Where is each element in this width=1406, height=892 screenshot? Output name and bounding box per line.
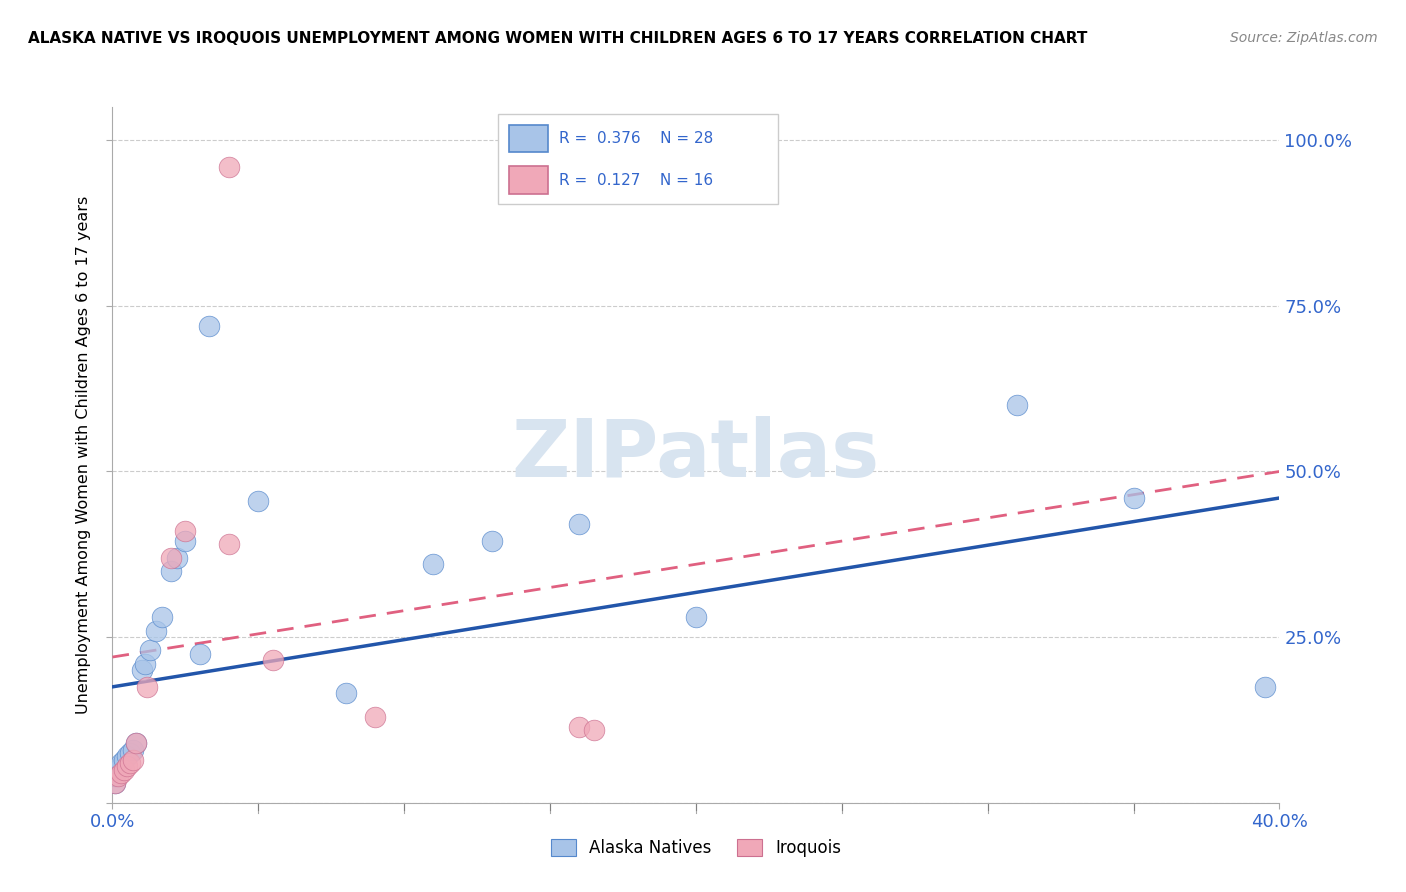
Text: Source: ZipAtlas.com: Source: ZipAtlas.com (1230, 31, 1378, 45)
Point (115, 749, 138, 764)
Text: ALASKA NATIVE VS IROQUOIS UNEMPLOYMENT AMONG WOMEN WITH CHILDREN AGES 6 TO 17 YE: ALASKA NATIVE VS IROQUOIS UNEMPLOYMENT A… (28, 31, 1087, 46)
Text: ZIPatlas: ZIPatlas (512, 416, 880, 494)
Point (104, 776, 127, 790)
Point (131, 663, 153, 677)
Point (122, 753, 145, 767)
Point (104, 776, 127, 790)
Point (125, 736, 148, 750)
Point (107, 763, 129, 777)
Point (107, 769, 129, 783)
Point (247, 494, 270, 508)
Point (685, 610, 707, 624)
Point (335, 686, 357, 700)
Y-axis label: Unemployment Among Women with Children Ages 6 to 17 years: Unemployment Among Women with Children A… (76, 196, 91, 714)
Point (139, 643, 162, 657)
Point (174, 524, 197, 538)
Point (568, 720, 591, 734)
Point (125, 736, 148, 750)
Legend: Alaska Natives, Iroquois: Alaska Natives, Iroquois (544, 832, 848, 864)
Point (110, 766, 132, 780)
Point (136, 680, 159, 694)
Point (1254, 680, 1277, 694)
Point (122, 743, 145, 757)
Point (174, 534, 197, 549)
Point (568, 517, 591, 532)
Point (364, 709, 387, 723)
Point (145, 624, 167, 638)
Point (582, 723, 605, 737)
Point (188, 647, 211, 661)
Point (422, 558, 444, 572)
Point (160, 550, 183, 565)
Point (481, 534, 503, 549)
Point (160, 564, 183, 578)
Point (134, 657, 156, 671)
Point (1005, 398, 1028, 412)
Point (118, 746, 141, 760)
Point (218, 160, 240, 174)
Point (110, 759, 132, 773)
Point (1122, 491, 1144, 505)
Point (112, 763, 135, 777)
Point (115, 759, 138, 773)
Point (112, 753, 135, 767)
Point (262, 653, 284, 667)
Point (110, 756, 132, 770)
Point (197, 318, 219, 333)
Point (150, 610, 173, 624)
Point (166, 550, 188, 565)
Point (218, 537, 240, 551)
Point (104, 769, 127, 783)
Point (118, 756, 141, 770)
